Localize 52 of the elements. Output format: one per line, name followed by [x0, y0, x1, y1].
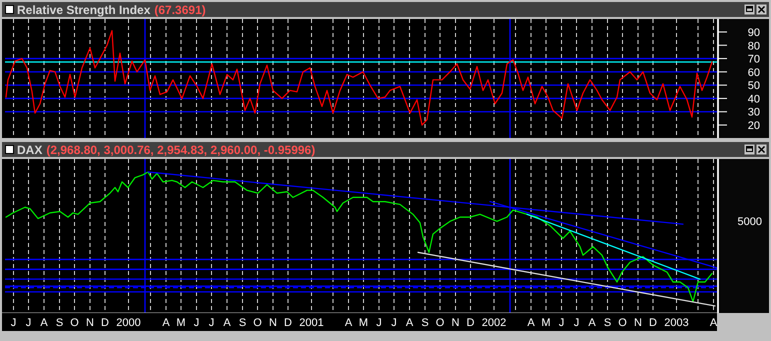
- x-tick-label: O: [618, 317, 628, 329]
- x-tick-label: M: [358, 317, 368, 329]
- y-tick-label: 20: [748, 120, 760, 132]
- x-tick-label: J: [208, 317, 214, 329]
- x-tick-label: N: [269, 317, 278, 329]
- x-tick-label: J: [194, 317, 200, 329]
- chart-title: DAX: [17, 143, 42, 157]
- x-tick-label: J: [574, 317, 580, 329]
- x-tick-label: J: [376, 317, 382, 329]
- x-tick-label: A: [40, 317, 48, 329]
- x-tick-label: A: [527, 317, 536, 329]
- x-tick-label: 2002: [482, 317, 506, 329]
- x-tick-label: 2003: [664, 317, 689, 329]
- x-tick-label: J: [391, 317, 397, 329]
- x-tick-label: A: [588, 317, 596, 329]
- x-tick-label: 2000: [116, 317, 141, 329]
- chart-subtitle: (67.3691): [154, 3, 206, 17]
- x-tick-label: D: [284, 317, 292, 329]
- y-tick-label: 70: [748, 54, 760, 66]
- x-tick-label: N: [634, 317, 642, 329]
- x-tick-label: S: [238, 317, 246, 329]
- x-tick-label: A: [223, 317, 232, 329]
- x-tick-label: S: [56, 317, 64, 329]
- x-tick-label: A: [406, 317, 414, 329]
- x-tick-label: J: [26, 317, 32, 329]
- x-tick-label: A: [162, 317, 170, 329]
- x-tick-label: O: [253, 317, 262, 329]
- x-tick-label: O: [70, 317, 80, 329]
- chart-title: Relative Strength Index: [17, 3, 151, 17]
- y-tick-label: 90: [748, 26, 760, 39]
- x-tick-label: M: [541, 317, 551, 329]
- x-tick-label: S: [421, 317, 429, 329]
- x-tick-label: 2001: [299, 317, 324, 329]
- x-tick-label: D: [466, 317, 475, 329]
- text: 5000: [738, 216, 762, 228]
- chart-subtitle: (2,968.80, 3,000.76, 2,954.83, 2,960.00, -0.95996): [46, 143, 316, 157]
- x-tick-label: M: [176, 317, 186, 329]
- y-tick-label: 50: [748, 80, 760, 92]
- y-tick-label: 80: [748, 40, 760, 52]
- x-tick-label: N: [86, 317, 94, 329]
- x-tick-label: S: [604, 317, 612, 329]
- y-tick-label: 30: [748, 106, 760, 119]
- x-tick-label: N: [452, 317, 460, 329]
- x-tick-label: J: [10, 317, 16, 329]
- x-tick-label: D: [101, 317, 110, 329]
- y-tick-label: 40: [748, 93, 760, 106]
- x-tick-label: A: [344, 317, 353, 329]
- x-tick-label: J: [558, 317, 564, 329]
- x-tick-label: A: [710, 317, 718, 329]
- y-tick-label: 60: [748, 66, 760, 79]
- x-tick-label: O: [436, 317, 445, 329]
- x-tick-label: D: [649, 317, 658, 329]
